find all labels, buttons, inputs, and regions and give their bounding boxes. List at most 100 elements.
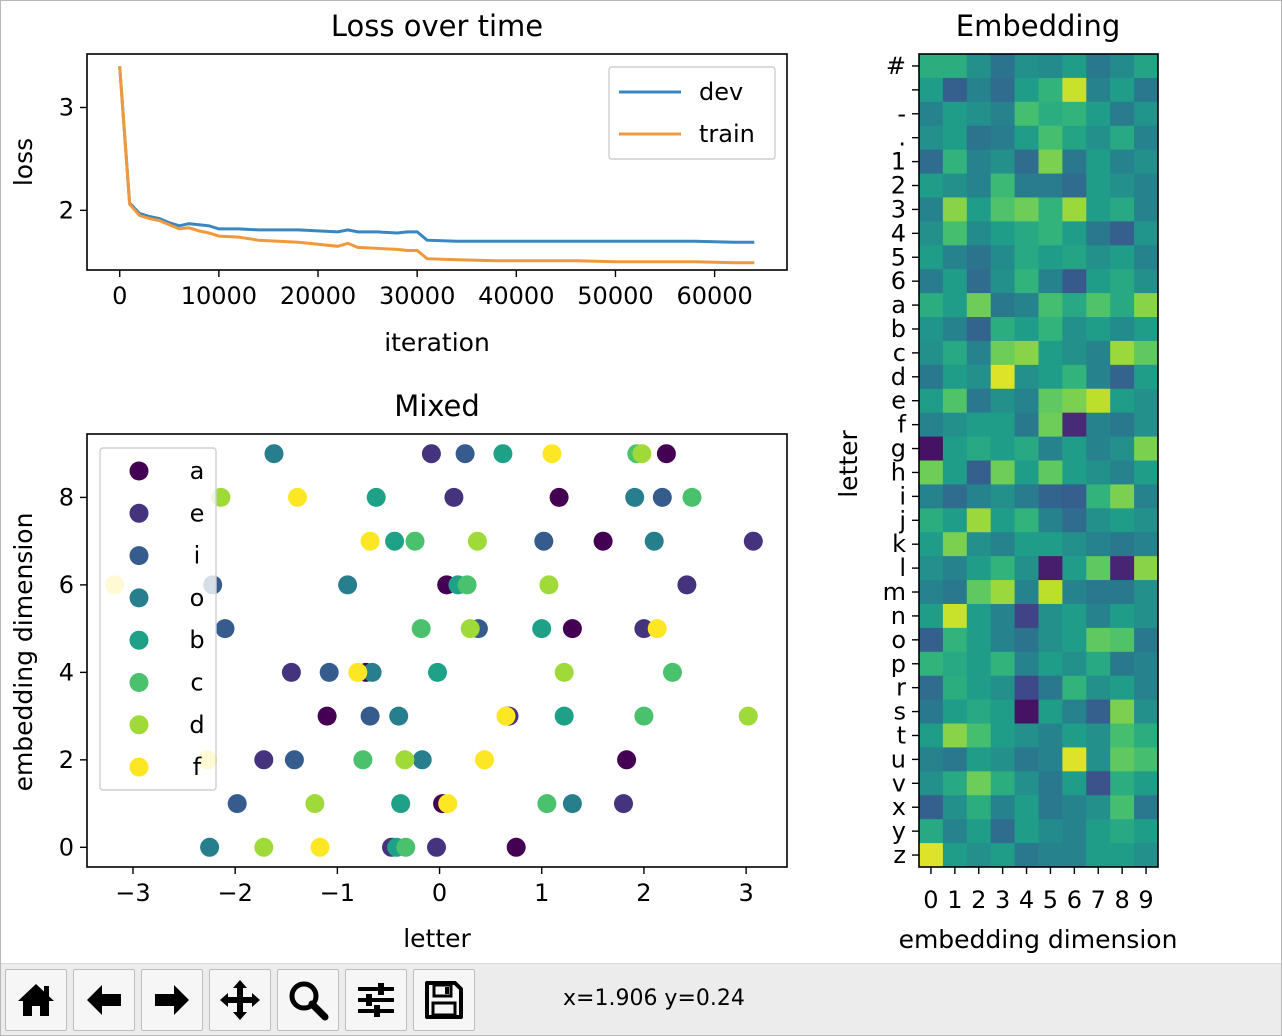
heatmap-cell <box>1038 699 1063 725</box>
scatter-point-e <box>677 575 697 595</box>
navigation-toolbar: x=1.906 y=0.24 <box>1 963 1281 1035</box>
heatmap-cell <box>1014 795 1039 820</box>
heatmap-cell <box>1014 627 1039 653</box>
heatmap-cell <box>919 125 944 151</box>
heatmap-cell <box>942 436 968 461</box>
scatter-point-d <box>632 444 652 464</box>
scatter-point-a <box>593 531 613 551</box>
heatmap-cell <box>1110 293 1135 318</box>
heatmap-cell <box>1134 699 1159 725</box>
heatmap-cell <box>966 580 992 605</box>
heatmap-cell <box>1110 101 1135 127</box>
heatmap-cell <box>966 364 992 390</box>
heatmap-cell <box>1086 340 1111 366</box>
forward-button[interactable] <box>141 969 203 1031</box>
heatmap-cell <box>1014 125 1039 151</box>
scatter-point-e <box>421 444 441 464</box>
heatmap-cell <box>919 532 944 557</box>
heatmap-cell <box>1038 149 1063 175</box>
heatmap-cell <box>1134 723 1159 748</box>
heatmap-cell <box>1134 484 1159 509</box>
x-tick-label: 2 <box>636 879 651 907</box>
heatmap-cell <box>1110 173 1135 198</box>
heatmap-cell <box>1014 747 1039 772</box>
configure-subplots-button[interactable] <box>345 969 407 1031</box>
pan-button[interactable] <box>209 969 271 1031</box>
heatmap-cell <box>1086 603 1111 629</box>
heatmap-cell <box>1062 460 1087 485</box>
heatmap-cell <box>919 77 944 103</box>
heatmap-cell <box>966 532 992 557</box>
heatmap-cell <box>1062 556 1087 581</box>
heatmap-cell <box>1014 675 1039 701</box>
mixed-y-axis-label: embedding dimension <box>9 513 38 792</box>
scatter-point-o <box>644 531 664 551</box>
heatmap-cell <box>990 627 1016 653</box>
x-tick-label: 5 <box>1043 886 1058 914</box>
heatmap-cell <box>1086 795 1111 820</box>
heatmap-cell <box>1134 508 1159 533</box>
zoom-button[interactable] <box>277 969 339 1031</box>
heatmap-cell <box>1086 125 1111 151</box>
heatmap-cell <box>1038 723 1063 748</box>
heatmap-cell <box>1014 269 1039 294</box>
heatmap-cell <box>1110 819 1135 844</box>
mixed-axes-frame <box>86 433 788 868</box>
loss-chart <box>80 53 788 277</box>
heatmap-cell <box>942 197 968 222</box>
heatmap-cell <box>1062 484 1087 509</box>
heatmap-cell <box>919 723 944 748</box>
series-line-train <box>118 66 755 265</box>
back-button[interactable] <box>73 969 135 1031</box>
y-tick-label: 2 <box>59 746 74 774</box>
heatmap-cell <box>1110 269 1135 294</box>
heatmap-cell <box>1062 580 1087 605</box>
heatmap-cell <box>1062 723 1087 748</box>
heatmap-cell <box>1086 675 1111 701</box>
heatmap-cell <box>1014 508 1039 533</box>
heatmap-cell <box>942 556 968 581</box>
heatmap-cell <box>1134 675 1159 701</box>
x-tick-label: −2 <box>217 879 252 907</box>
scatter-point-f <box>542 444 562 464</box>
legend-label-d: d <box>189 711 204 739</box>
heatmap-cell <box>1134 651 1159 677</box>
scatter-point-b <box>532 619 552 639</box>
heatmap-cell <box>990 675 1016 701</box>
heatmap-cell <box>919 269 944 294</box>
heatmap-cell <box>942 293 968 318</box>
y-tick-label: d <box>891 363 906 391</box>
save-button[interactable] <box>413 969 475 1031</box>
heatmap-cell <box>1038 603 1063 629</box>
heatmap-cell <box>966 245 992 270</box>
heatmap-cell <box>1086 221 1111 246</box>
heatmap-cell <box>1134 532 1159 557</box>
y-tick-label: x <box>892 793 906 821</box>
home-button[interactable] <box>5 969 67 1031</box>
heatmap-cell <box>1062 508 1087 533</box>
heatmap-cell <box>1110 364 1135 390</box>
heatmap-cell <box>1110 532 1135 557</box>
heatmap-cell <box>1086 627 1111 653</box>
scatter-point-i <box>284 750 304 770</box>
heatmap-cell <box>1014 340 1039 366</box>
heatmap-cell <box>1134 580 1159 605</box>
heatmap-cell <box>990 699 1016 725</box>
heatmap-cell <box>942 460 968 485</box>
heatmap-cell <box>919 603 944 629</box>
y-tick-label: - <box>897 100 906 128</box>
scatter-point-i <box>652 487 672 507</box>
heatmap-cell <box>1062 245 1087 270</box>
loss-chart-title: Loss over time <box>331 9 543 43</box>
heatmap-cell <box>966 771 992 796</box>
heatmap-cell <box>1014 819 1039 844</box>
heatmap-cell <box>1014 388 1039 414</box>
x-tick-label: 3 <box>995 886 1010 914</box>
y-tick-label: n <box>891 602 906 630</box>
heatmap-cell <box>1038 795 1063 820</box>
loss-y-axis-label: loss <box>9 138 38 186</box>
heatmap-cell <box>966 221 992 246</box>
heatmap-cell <box>966 795 992 820</box>
heatmap-cell <box>966 651 992 677</box>
scatter-point-o <box>200 837 220 857</box>
